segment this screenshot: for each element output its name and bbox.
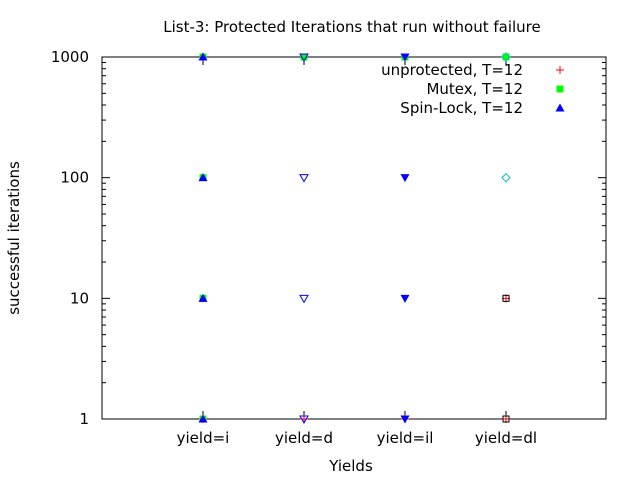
data-point — [501, 52, 511, 62]
x-tick-label: yield=d — [275, 429, 333, 447]
legend-label: Spin-Lock, T=12 — [400, 99, 523, 117]
legend-marker — [555, 103, 565, 112]
data-point — [502, 294, 510, 302]
chart-title: List-3: Protected Iterations that run wi… — [163, 18, 540, 36]
y-axis-ticks: 1 10 100 1000 — [51, 48, 606, 428]
x-tick-label: yield=dl — [475, 429, 537, 447]
legend-marker — [556, 85, 564, 93]
data-point — [400, 415, 410, 424]
data-point — [198, 293, 208, 302]
x-tick-label: yield=i — [177, 429, 230, 447]
legend-marker — [556, 66, 564, 74]
data-point — [300, 53, 308, 61]
y-tick-label: 100 — [60, 169, 89, 187]
data-point — [198, 414, 208, 423]
data-points — [198, 52, 511, 425]
x-axis-label: Yields — [328, 457, 373, 475]
y-tick-label: 10 — [70, 289, 89, 307]
data-point — [299, 415, 309, 425]
x-tick-label: yield=il — [377, 429, 434, 447]
legend-label: Mutex, T=12 — [426, 80, 523, 98]
data-point — [400, 294, 410, 303]
data-point — [198, 52, 208, 61]
data-point — [501, 172, 511, 183]
y-axis-label: successful iterations — [5, 161, 23, 315]
y-tick-label: 1000 — [51, 48, 89, 66]
data-point — [299, 174, 309, 183]
data-point — [502, 53, 510, 61]
data-point — [299, 294, 309, 304]
x-axis-ticks: yield=i yield=d yield=il yield=dl — [177, 57, 537, 447]
legend-label: unprotected, T=12 — [381, 61, 523, 79]
data-point — [400, 53, 410, 62]
data-point — [400, 174, 410, 183]
y-tick-label: 1 — [79, 410, 89, 428]
plot-frame — [101, 56, 607, 420]
data-point — [502, 415, 510, 423]
data-point — [198, 173, 208, 182]
data-point — [299, 53, 309, 63]
